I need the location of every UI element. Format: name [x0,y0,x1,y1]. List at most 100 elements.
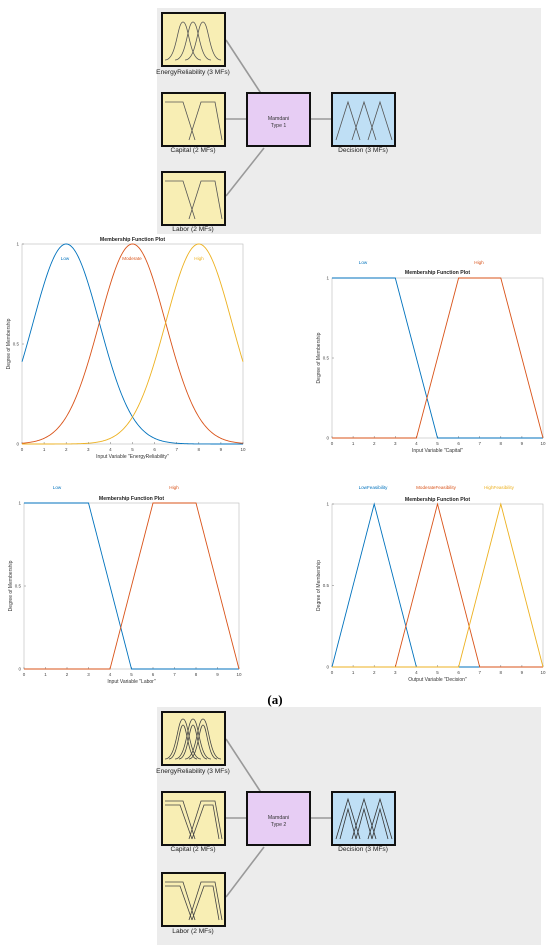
x-tick-label: 9 [521,441,524,446]
x-tick-label: 8 [198,447,201,452]
x-tick-label: 6 [152,672,155,677]
x-tick-label: 1 [43,447,46,452]
x-tick-label: 10 [240,447,246,452]
y-tick-label: 0.5 [13,342,20,347]
x-axis-label: Input Variable "EnergyReliability" [96,454,169,460]
mf-plot-4: Membership Function Plot 0 1 2 3 4 5 6 7 8 9 10 0 0.5… [316,485,546,683]
input-label-labor: Labor (2 MFs) [172,928,214,935]
input-node-capital[interactable] [161,92,226,147]
fis-connectors [225,738,331,898]
x-tick-label: 2 [65,447,68,452]
mf-thumbnail-trapezoid-type2 [165,800,223,840]
x-tick-label: 5 [436,441,439,446]
x-tick-label: 6 [457,670,460,675]
system-type-name: Mamdani [267,116,290,122]
y-tick-label: 1 [16,242,19,247]
input-node-capital[interactable] [161,791,226,846]
mf-label-moderatefeasibility: ModerateFeasibility [416,485,457,490]
input-node-energyreliability[interactable] [161,711,226,766]
x-tick-label: 2 [373,441,376,446]
x-tick-label: 5 [131,447,134,452]
mf-label-highfeasibility: HighFeasibility [484,485,515,490]
input-node-energyreliability[interactable] [161,12,226,67]
mf-plot-1: Membership Function Plot 0 1 2 3 4 5 6 7 8 9 10 0 0.5… [6,237,246,460]
output-label-decision: Decision (3 MFs) [338,147,388,154]
x-tick-label: 5 [130,672,133,677]
x-tick-label: 10 [236,672,242,677]
fis-diagram-type2: EnergyReliability (3 MFs) Capital (2 MFs… [156,707,541,945]
x-tick-label: 0 [331,670,334,675]
output-label-decision: Decision (3 MFs) [338,846,388,853]
mf-curve-high [22,243,244,445]
fis-diagram-type1: EnergyReliability (3 MFs) Capital (2 MFs… [156,8,541,234]
plot-title: Membership Function Plot [99,496,164,502]
input-label-labor: Labor (2 MFs) [172,226,214,233]
x-tick-label: 2 [373,670,376,675]
x-tick-label: 1 [44,672,47,677]
x-tick-label: 9 [216,672,219,677]
x-tick-label: 3 [394,441,397,446]
system-type-order: Type 1 [270,123,287,129]
mf-plot-3: Membership Function Plot 0 1 2 3 4 5 6 7 8 9 10 0 0.5… [8,485,242,685]
y-axis-label: Degree of Membership [316,560,322,611]
y-tick-label: 0 [326,665,329,670]
y-axis-label: Degree of Membership [316,332,322,383]
mf-curve-low [24,502,239,670]
x-tick-label: 0 [23,672,26,677]
y-tick-label: 0 [18,667,21,672]
x-axis-label: Input Variable "Capital" [412,448,463,454]
figure-caption-a: (a) [267,692,283,707]
x-tick-label: 7 [175,447,178,452]
y-tick-label: 0.5 [15,584,22,589]
output-node-decision[interactable] [331,92,396,147]
y-tick-label: 0.5 [323,583,330,588]
x-tick-label: 10 [540,670,546,675]
x-tick-label: 9 [521,670,524,675]
x-tick-label: 7 [173,672,176,677]
mf-thumbnail-gaussian [164,21,222,61]
fis-connectors [225,39,331,197]
mf-label-high: High [169,485,179,490]
mf-label-low: Low [53,485,62,490]
x-tick-label: 8 [195,672,198,677]
plot-title: Membership Function Plot [100,237,165,243]
mf-thumbnail-triangle [335,100,393,141]
y-axis-label: Degree of Membership [8,560,14,611]
mf-curve-high [332,277,544,439]
input-node-labor[interactable] [161,171,226,226]
mf-thumbnail-triangle-type2 [335,797,393,840]
x-axis-label: Input Variable "Labor" [107,679,155,685]
x-tick-label: 4 [415,670,418,675]
mf-thumbnail-trapezoid-type2 [165,881,223,921]
input-label-energyreliability: EnergyReliability (3 MFs) [156,768,230,775]
input-node-labor[interactable] [161,872,226,927]
x-tick-label: 5 [436,670,439,675]
input-label-energyreliability: EnergyReliability (3 MFs) [156,69,230,76]
input-label-capital: Capital (2 MFs) [170,147,216,154]
x-tick-label: 1 [352,670,355,675]
x-tick-label: 8 [500,670,503,675]
x-tick-label: 3 [87,447,90,452]
mf-label-low: Low [359,260,368,265]
y-tick-label: 1 [326,276,329,281]
x-tick-label: 0 [331,441,334,446]
y-tick-label: 0 [16,442,19,447]
mf-curve-highfeasibility [332,502,544,668]
plot-title: Membership Function Plot [405,497,470,503]
x-tick-label: 3 [87,672,90,677]
mf-plot-2: Membership Function Plot 0 1 2 3 4 5 6 7 8 9 10 0 0.5… [316,260,546,454]
mf-label-low: Low [61,256,70,261]
x-tick-label: 4 [109,447,112,452]
fis-system-node[interactable]: Mamdani Type 1 [246,92,311,147]
mf-curve-low [332,277,543,439]
input-label-capital: Capital (2 MFs) [170,846,216,853]
system-type-name: Mamdani [267,815,290,821]
x-tick-label: 4 [109,672,112,677]
plot-area [21,243,244,445]
plot-title: Membership Function Plot [405,270,470,276]
fis-system-node[interactable]: Mamdani Type 2 [246,791,311,846]
x-tick-label: 4 [415,441,418,446]
output-node-decision[interactable] [331,791,396,846]
x-tick-label: 6 [457,441,460,446]
